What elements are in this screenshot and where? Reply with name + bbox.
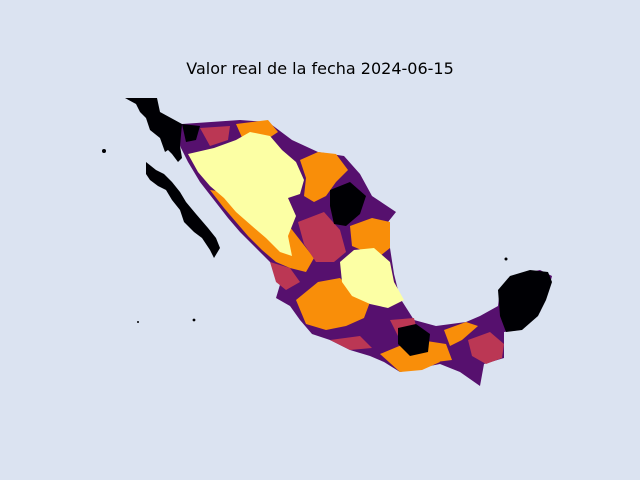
map-title: Valor real de la fecha 2024-06-15 [186,59,454,78]
region-san-luis-potosi [340,248,404,308]
island [192,318,196,322]
region-centro [398,324,430,356]
island [504,257,508,261]
region-nayarit [270,262,300,290]
region-sonora-east [200,126,230,146]
region-yucatan-peninsula [498,270,552,332]
region-mich [330,336,372,350]
region-sonora-chihuahua [188,132,304,256]
island [102,149,106,153]
region-tamaulipas [350,218,390,256]
region-baja-california [125,98,220,258]
region-chihuahua-northeast [182,124,200,142]
region-durango-spot [264,162,274,182]
region-tabasco [444,322,478,346]
region-zacatecas [298,212,346,262]
island [137,321,139,323]
region-nuevo-leon [330,182,366,226]
region-chiapas [468,332,504,364]
region-coahuila [300,152,348,202]
